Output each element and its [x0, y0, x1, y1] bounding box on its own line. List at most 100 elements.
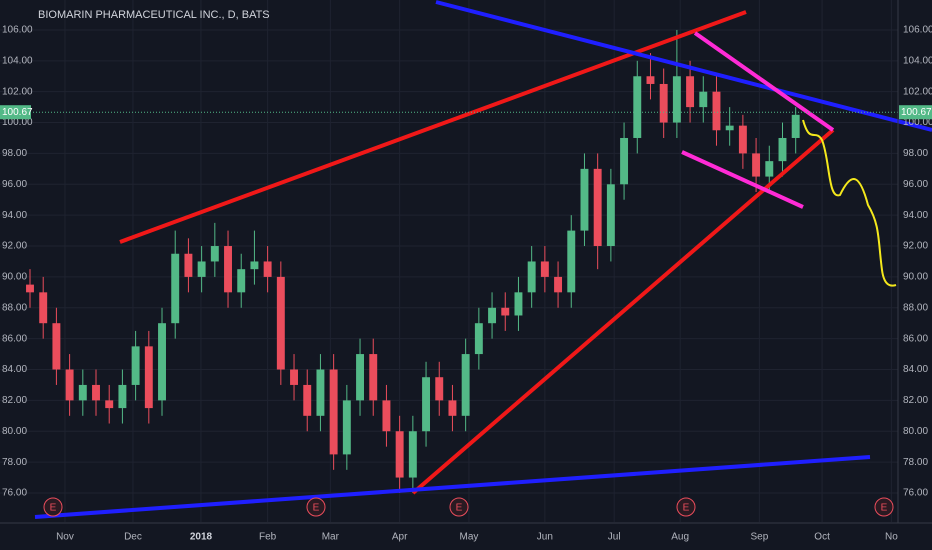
candle-body [448, 400, 457, 416]
y-tick-label: 76.00 [903, 488, 928, 499]
candle-body [712, 91, 721, 131]
candle-body [474, 323, 483, 355]
candle-body [778, 137, 787, 162]
candle-body [593, 168, 602, 247]
last-price-tag [899, 105, 932, 120]
y-tick-label: 104.00 [903, 55, 932, 66]
projection-curve [802, 119, 897, 287]
x-tick-label: Apr [392, 532, 408, 543]
y-tick-label: 98.00 [903, 148, 928, 159]
candle-body [290, 369, 298, 385]
y-tick-label: 86.00 [903, 333, 928, 344]
y-tick-label: 78.00 [2, 457, 27, 468]
candle-body [92, 384, 100, 401]
candle-body [250, 261, 259, 270]
candle-body [514, 292, 523, 316]
trendline [681, 150, 804, 209]
candle-body [369, 354, 378, 401]
y-tick-label: 92.00 [903, 241, 928, 252]
axis-labels: 76.00 76.00 78.00 78.00 80.00 80.00 82.00 82.00… [0, 25, 932, 543]
candle-body [488, 307, 497, 324]
candle-body [672, 76, 681, 123]
candle-body [659, 83, 668, 123]
y-tick-label: 78.00 [903, 457, 928, 468]
x-tick-label: Dec [124, 532, 142, 543]
y-tick-label: 88.00 [903, 302, 928, 313]
candle-body [580, 168, 589, 231]
candle-body [118, 384, 127, 409]
x-tick-label: Oct [814, 532, 830, 543]
y-tick-label: 102.00 [2, 86, 33, 97]
y-tick-label: 90.00 [903, 272, 928, 283]
candle-body [554, 276, 563, 293]
candles [26, 29, 800, 493]
candle-body [342, 400, 351, 455]
candle-body [765, 161, 774, 177]
candle-body [382, 400, 391, 432]
candle-body [276, 276, 285, 370]
candle-body [791, 114, 800, 138]
x-tick-label: Aug [671, 532, 689, 543]
y-tick-label: 82.00 [903, 395, 928, 406]
last-price-label: 100.67 [2, 107, 33, 118]
earnings-marker [676, 497, 696, 517]
chart-title: BIOMARIN PHARMACEUTICAL INC., D, BATS [38, 9, 270, 21]
y-tick-label: 100.00 [2, 117, 33, 128]
drawings [34, 0, 932, 519]
earnings-marker [874, 497, 894, 517]
candle-body [422, 377, 431, 432]
candle-body [501, 307, 510, 316]
candle-body [158, 323, 166, 401]
earnings-marker-label: E [683, 503, 690, 514]
x-tick-label: Feb [259, 532, 277, 543]
x-tick-label: Jul [608, 532, 621, 543]
candle-body [131, 346, 140, 385]
candle-body [210, 246, 219, 262]
x-tick-label: Nov [56, 532, 74, 543]
y-tick-label: 80.00 [2, 426, 27, 437]
candle-body [26, 284, 34, 293]
candle-body [39, 292, 48, 324]
candle-body [620, 137, 629, 185]
last-price-label: 100.67 [901, 107, 932, 118]
x-tick-label: Sep [750, 532, 768, 543]
candle-body [567, 230, 576, 293]
x-tick-label: Mar [322, 532, 340, 543]
candle-body [408, 431, 417, 478]
y-tick-label: 102.00 [903, 86, 932, 97]
trendline [34, 455, 871, 519]
earnings-marker [306, 497, 326, 517]
x-tick-label: 2018 [190, 532, 213, 543]
x-tick-label: May [459, 532, 478, 543]
y-tick-label: 94.00 [2, 210, 27, 221]
candle-body [527, 261, 536, 293]
candle-body [263, 261, 272, 277]
candle-body [738, 125, 747, 154]
candle-body [329, 369, 338, 455]
candle-body [144, 346, 153, 409]
earnings-marker-label: E [313, 503, 320, 514]
y-tick-label: 88.00 [2, 302, 27, 313]
y-tick-label: 86.00 [2, 333, 27, 344]
candle-body [461, 354, 470, 416]
candle-body [646, 76, 655, 84]
candle-body [606, 184, 615, 247]
y-tick-label: 76.00 [2, 488, 27, 499]
y-tick-label: 80.00 [903, 426, 928, 437]
candle-body [184, 253, 193, 277]
y-tick-label: 96.00 [2, 179, 27, 190]
trendline [119, 10, 747, 244]
y-tick-label: 94.00 [903, 210, 928, 221]
candle-body [686, 76, 695, 108]
candle-body [725, 125, 734, 131]
candle-body [52, 323, 61, 370]
trendline [435, 0, 932, 132]
candle-body [237, 269, 246, 293]
candle-body [224, 246, 232, 293]
candle-body [316, 369, 325, 416]
candle-body [171, 253, 180, 324]
y-tick-label: 100.00 [903, 117, 932, 128]
candle-body [356, 354, 364, 401]
candle-body [633, 76, 642, 138]
